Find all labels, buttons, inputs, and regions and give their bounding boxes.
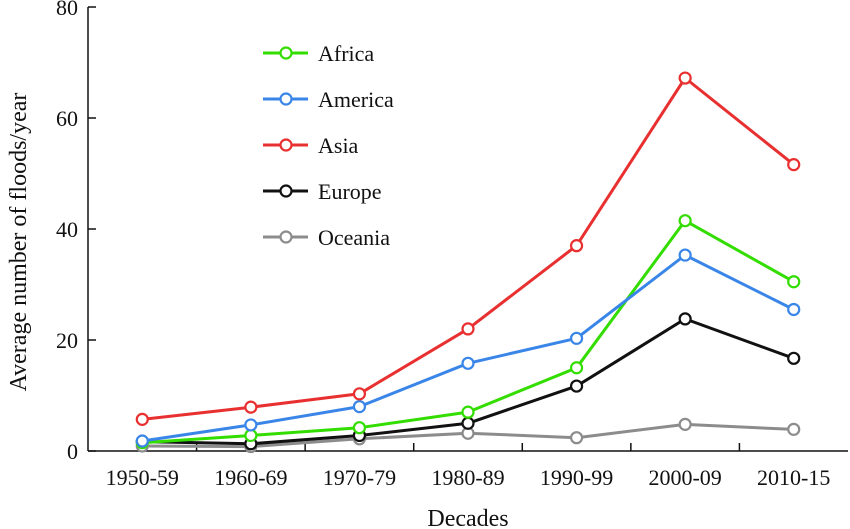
data-point-africa	[352, 421, 367, 435]
chart-legend: Africa America Asia Europe Oceania	[263, 41, 394, 250]
y-tick-label: 0	[67, 439, 78, 464]
data-point-america	[678, 248, 692, 262]
legend-label-america: America	[318, 87, 394, 112]
data-point-asia	[569, 239, 584, 253]
data-point-america	[352, 400, 367, 414]
data-point-oceania	[569, 431, 584, 445]
x-tick-label: 1970-79	[323, 465, 396, 490]
data-point-asia	[244, 400, 258, 414]
data-point-europe	[787, 351, 801, 365]
legend-label-europe: Europe	[318, 179, 382, 204]
data-point-europe	[569, 379, 584, 393]
legend-label-oceania: Oceania	[318, 225, 390, 250]
y-tick-label: 40	[56, 217, 78, 242]
data-point-oceania	[787, 422, 801, 436]
data-point-america	[461, 356, 475, 370]
y-tick-label: 80	[56, 0, 78, 20]
legend-label-asia: Asia	[318, 133, 359, 158]
y-axis-title: Average number of floods/year	[6, 93, 32, 392]
chart-ticks: 0 20 40 60 80 1950-59 1960-69 1970-79 1980-89 199…	[56, 0, 830, 490]
x-tick-label: 1980-89	[431, 465, 504, 490]
legend-marker-asia	[279, 138, 293, 152]
legend-marker-africa	[279, 46, 293, 60]
data-point-america	[787, 302, 801, 317]
y-tick-label: 60	[56, 106, 78, 131]
data-point-europe	[678, 312, 692, 326]
legend-marker-oceania	[279, 230, 293, 244]
x-tick-label: 2010-15	[757, 465, 830, 490]
legend-marker-america	[279, 92, 293, 106]
legend-marker-europe	[279, 184, 293, 198]
x-tick-label: 1960-69	[214, 465, 287, 490]
data-point-africa	[244, 428, 258, 443]
data-point-asia	[135, 412, 149, 426]
data-point-asia	[678, 71, 692, 85]
x-axis-title: Decades	[427, 506, 508, 529]
legend-label-africa: Africa	[318, 41, 374, 66]
data-point-america	[244, 418, 258, 432]
data-point-america	[135, 434, 149, 448]
x-tick-label: 1990-99	[540, 465, 613, 490]
data-point-africa	[787, 275, 801, 289]
x-tick-label: 1950-59	[106, 465, 179, 490]
y-tick-label: 20	[56, 328, 78, 353]
chart-series	[135, 71, 801, 454]
data-point-oceania	[678, 417, 692, 431]
data-point-asia	[461, 322, 475, 336]
data-point-europe	[461, 416, 475, 430]
data-point-africa	[569, 361, 584, 375]
chart-axes	[87, 7, 848, 452]
data-point-asia	[352, 387, 367, 401]
data-point-america	[569, 331, 584, 345]
x-tick-label: 2000-09	[648, 465, 721, 490]
data-point-africa	[678, 214, 692, 228]
data-point-africa	[461, 405, 475, 419]
data-point-asia	[787, 158, 801, 172]
